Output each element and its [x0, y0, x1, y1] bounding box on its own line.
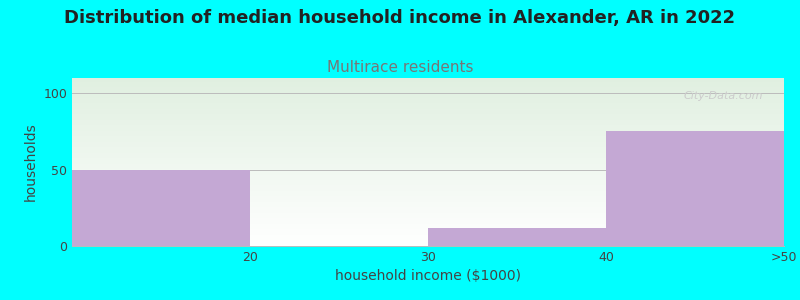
Text: Distribution of median household income in Alexander, AR in 2022: Distribution of median household income …	[65, 9, 735, 27]
X-axis label: household income ($1000): household income ($1000)	[335, 269, 521, 284]
Bar	[72, 169, 250, 246]
Y-axis label: households: households	[24, 123, 38, 201]
Bar	[606, 131, 784, 246]
Text: Multirace residents: Multirace residents	[326, 60, 474, 75]
Bar	[428, 228, 606, 246]
Text: City-Data.com: City-Data.com	[683, 92, 762, 101]
